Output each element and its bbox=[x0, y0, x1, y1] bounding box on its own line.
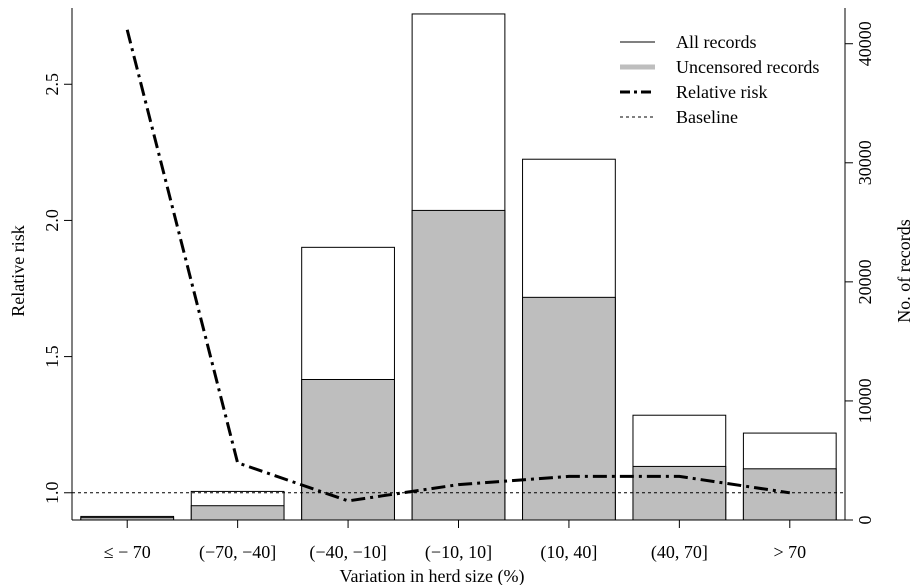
x-tick-label-5: (40, 70] bbox=[651, 542, 708, 563]
x-tick-label-1: (−70, −40] bbox=[199, 542, 276, 563]
bar-uncensored-records-3 bbox=[411, 209, 506, 521]
left-tick-label-3: 2.5 bbox=[42, 73, 62, 96]
legend-label-3: Baseline bbox=[676, 107, 738, 127]
right-axis-title: No. of records bbox=[894, 219, 914, 322]
left-tick-label-2: 2.0 bbox=[42, 209, 62, 232]
x-tick-label-0: ≤ − 70 bbox=[104, 542, 151, 562]
x-tick-label-4: (10, 40] bbox=[540, 542, 597, 563]
bar-uncensored-records-2 bbox=[301, 378, 395, 521]
right-tick-label-1: 10000 bbox=[855, 378, 875, 423]
x-tick-label-6: > 70 bbox=[773, 542, 806, 562]
relative-risk-line bbox=[125, 29, 791, 503]
legend-label-2: Relative risk bbox=[676, 82, 767, 102]
bars-layer bbox=[80, 13, 837, 521]
x-tick-label-2: (−40, −10] bbox=[309, 542, 386, 563]
right-tick-label-2: 20000 bbox=[855, 259, 875, 304]
right-tick-label-3: 30000 bbox=[855, 140, 875, 185]
x-axis-title: Variation in herd size (%) bbox=[340, 566, 525, 585]
right-tick-label-0: 0 bbox=[855, 516, 875, 525]
legend-label-1: Uncensored records bbox=[676, 57, 819, 77]
bar-uncensored-records-1 bbox=[190, 505, 285, 521]
legend-label-0: All records bbox=[676, 32, 756, 52]
left-axis-title: Relative risk bbox=[8, 225, 28, 316]
legend: All records Uncensored records Relative ri… bbox=[620, 32, 819, 127]
right-tick-label-4: 40000 bbox=[855, 21, 875, 66]
x-tick-label-3: (−10, 10] bbox=[425, 542, 492, 563]
bar-uncensored-records-6 bbox=[742, 468, 837, 521]
left-tick-label-1: 1.5 bbox=[42, 345, 62, 368]
left-tick-label-0: 1.0 bbox=[42, 482, 62, 505]
axes-layer: 1.0 1.5 2.0 2.5 0 10000 20000 30000 40000 ≤ − 70 (… bbox=[42, 8, 875, 563]
bar-uncensored-records-4 bbox=[522, 296, 616, 521]
